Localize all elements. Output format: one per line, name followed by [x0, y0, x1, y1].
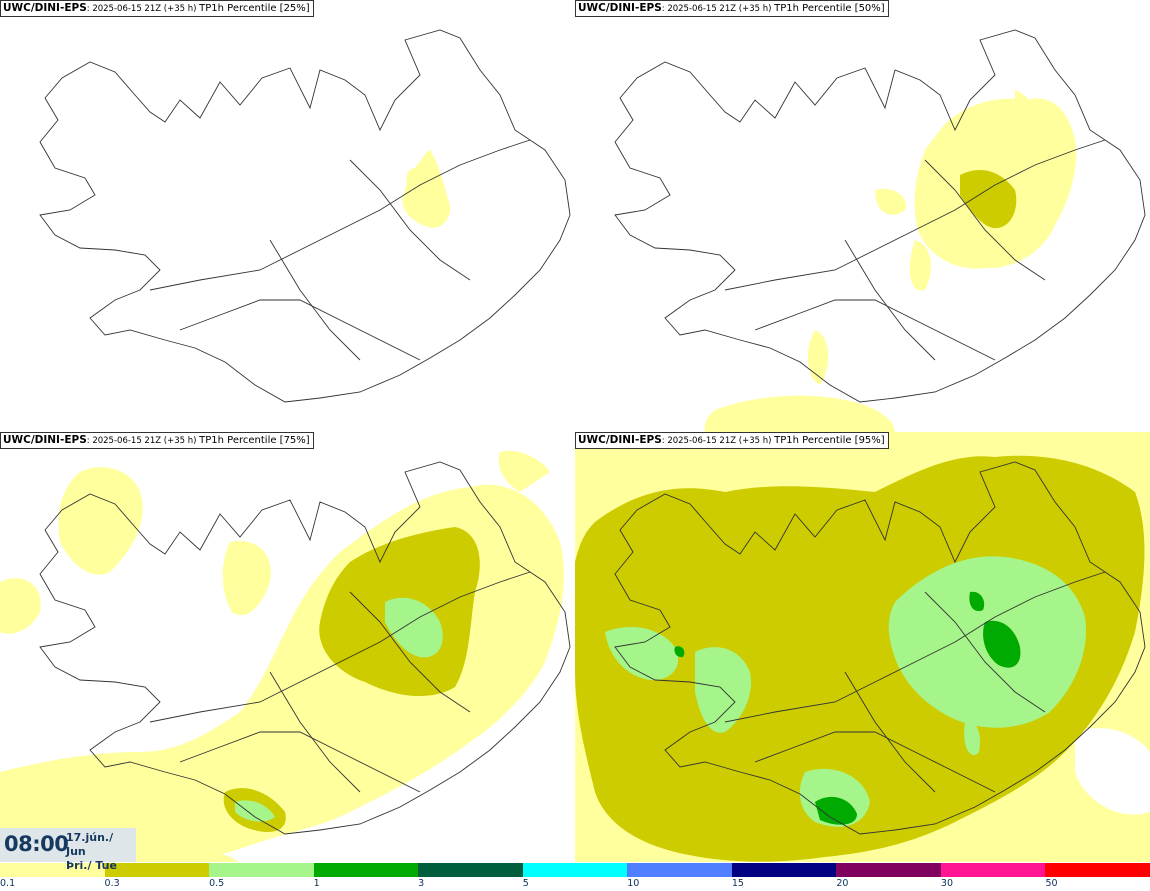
legend-swatch	[209, 863, 315, 877]
map-panel-p50: UWC/DINI-EPS: 2025-06-15 21Z (+35 h) TP1…	[575, 0, 1150, 432]
iceland-outline	[614, 29, 1146, 403]
precip-map	[614, 29, 1146, 432]
legend-swatch	[313, 863, 419, 877]
valid-weekday: Þri./ Tue	[66, 859, 117, 872]
legend-tick-label: 1	[313, 878, 320, 889]
precip-shading	[402, 150, 451, 228]
legend-tick-label: 15	[731, 878, 744, 889]
panel-title: UWC/DINI-EPS: 2025-06-15 21Z (+35 h) TP1…	[575, 432, 889, 449]
legend-swatch	[0, 863, 106, 877]
precip-shading	[704, 90, 1077, 432]
precip-map	[0, 450, 571, 864]
legend-tick-label: 3	[418, 878, 425, 889]
legend-tick-label: 20	[836, 878, 849, 889]
legend-swatch	[836, 863, 942, 877]
valid-date: 17.jún./ Jun Þri./ Tue	[66, 831, 136, 873]
iceland-outline	[614, 461, 1146, 835]
map-panel-p75: UWC/DINI-EPS: 2025-06-15 21Z (+35 h) TP1…	[0, 432, 575, 864]
valid-time: 08:00	[4, 832, 69, 856]
legend-swatch	[418, 863, 524, 877]
legend-tick-label: 5	[522, 878, 529, 889]
legend-tick-label: 10	[627, 878, 640, 889]
panel-title: UWC/DINI-EPS: 2025-06-15 21Z (+35 h) TP1…	[0, 0, 314, 17]
legend-tick-label: 0.3	[104, 878, 120, 889]
panel-title: UWC/DINI-EPS: 2025-06-15 21Z (+35 h) TP1…	[575, 0, 889, 17]
precip-shading-mid	[960, 170, 1017, 229]
precip-map	[575, 455, 1150, 862]
map-panel-p25: UWC/DINI-EPS: 2025-06-15 21Z (+35 h) TP1…	[0, 0, 575, 432]
legend-swatch	[731, 863, 837, 877]
legend-swatch	[104, 863, 210, 877]
valid-date-day: 17.jún./ Jun	[66, 831, 114, 858]
precip-shading	[0, 450, 565, 864]
legend-swatch	[522, 863, 628, 877]
precip-shading-heavy	[674, 591, 1021, 825]
iceland-outline	[39, 461, 571, 835]
legend-tick-label: 0.5	[209, 878, 225, 889]
legend-tick-label: 50	[1045, 878, 1058, 889]
legend-swatch	[940, 863, 1046, 877]
legend-tick-label: 0.1	[0, 878, 16, 889]
map-panel-p95: UWC/DINI-EPS: 2025-06-15 21Z (+35 h) TP1…	[575, 432, 1150, 864]
valid-time-box: 08:00 17.jún./ Jun Þri./ Tue	[0, 828, 136, 872]
precip-map	[39, 29, 571, 403]
legend-tick-label: 30	[940, 878, 953, 889]
legend-swatch	[627, 863, 733, 877]
color-legend: 0.1 0.3 0.5 1 3 5 10 15 20 30 50	[0, 862, 1150, 891]
legend-swatch	[1045, 863, 1150, 877]
iceland-outline	[39, 29, 571, 403]
panel-title: UWC/DINI-EPS: 2025-06-15 21Z (+35 h) TP1…	[0, 432, 314, 449]
